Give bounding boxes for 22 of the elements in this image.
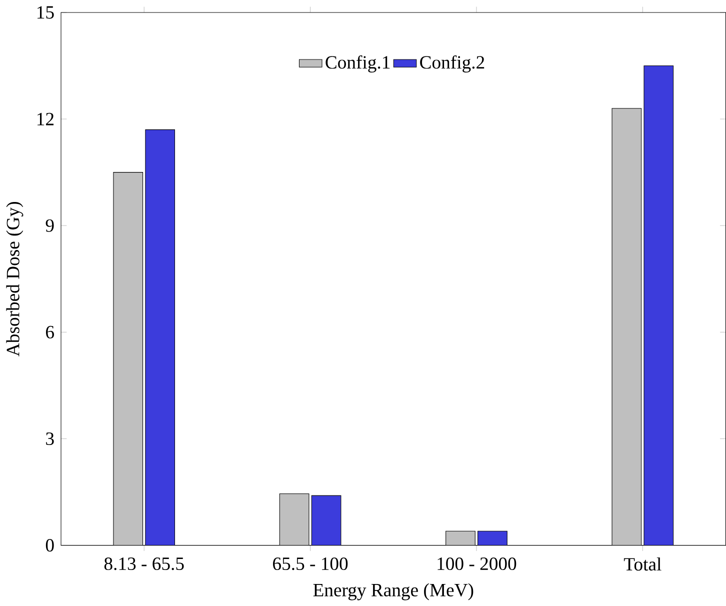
y-tick-label: 6 bbox=[46, 326, 54, 338]
y-tick-label: 12 bbox=[38, 112, 54, 125]
legend-label: Config.1 bbox=[326, 55, 390, 72]
y-tick-label: 15 bbox=[38, 6, 54, 18]
y-tick-label: 0 bbox=[46, 538, 54, 552]
bar bbox=[612, 108, 642, 546]
x-tick-label: 8.13 - 65.5 bbox=[104, 557, 184, 570]
y-axis-title: Absorbed Dose (Gy) bbox=[6, 202, 24, 356]
bar bbox=[279, 493, 310, 546]
legend-label: Config.2 bbox=[420, 55, 484, 72]
x-axis-title: Energy Range (MeV) bbox=[313, 583, 474, 600]
x-tick-label: Total bbox=[624, 557, 662, 570]
bar bbox=[311, 495, 342, 546]
bar bbox=[644, 65, 674, 546]
x-tick-label: 100 - 2000 bbox=[438, 557, 516, 570]
y-tick-label: 9 bbox=[46, 219, 54, 232]
bar bbox=[113, 172, 144, 546]
y-tick-label: 3 bbox=[46, 432, 54, 445]
bar bbox=[446, 530, 476, 546]
x-tick-label: 65.5 - 100 bbox=[273, 557, 348, 570]
bar bbox=[145, 129, 176, 546]
bar bbox=[478, 530, 508, 546]
